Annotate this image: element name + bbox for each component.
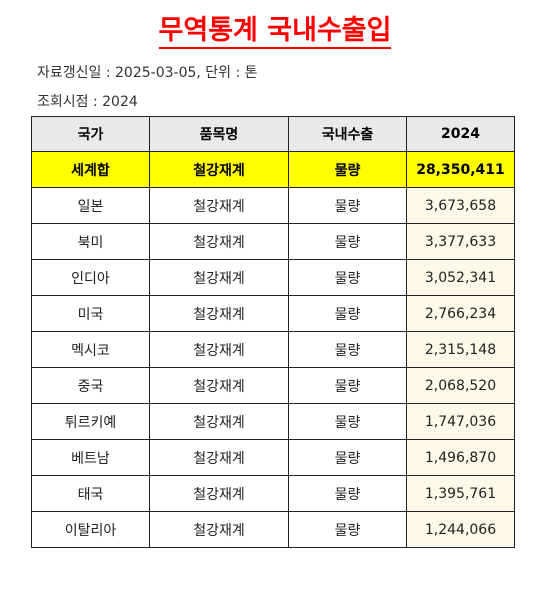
row-country: 중국	[31, 367, 150, 404]
row-item: 철강재계	[149, 367, 289, 404]
row-type: 물량	[288, 475, 407, 512]
row-item: 철강재계	[149, 511, 289, 548]
total-value: 28,350,411	[406, 151, 515, 188]
row-type: 물량	[288, 511, 407, 548]
table-row: 태국 철강재계 물량 1,395,761	[31, 475, 515, 512]
page-title-text: 무역통계 국내수출입	[158, 16, 392, 49]
total-country: 세계합	[31, 151, 150, 188]
update-info: 자료갱신일 : 2025-03-05, 단위 : 톤	[37, 65, 258, 81]
table-row: 중국 철강재계 물량 2,068,520	[31, 367, 515, 404]
row-country: 인디아	[31, 259, 150, 296]
row-item: 철강재계	[149, 223, 289, 260]
row-value: 2,068,520	[406, 367, 515, 404]
header-year: 2024	[406, 116, 515, 152]
table-row: 튀르키예 철강재계 물량 1,747,036	[31, 403, 515, 440]
row-item: 철강재계	[149, 439, 289, 476]
row-value: 3,052,341	[406, 259, 515, 296]
total-item: 철강재계	[149, 151, 289, 188]
row-type: 물량	[288, 295, 407, 332]
row-type: 물량	[288, 259, 407, 296]
row-country: 북미	[31, 223, 150, 260]
table-row: 일본 철강재계 물량 3,673,658	[31, 187, 515, 224]
header-type: 국내수출	[288, 116, 407, 152]
row-item: 철강재계	[149, 331, 289, 368]
row-value: 3,673,658	[406, 187, 515, 224]
table-row: 멕시코 철강재계 물량 2,315,148	[31, 331, 515, 368]
row-item: 철강재계	[149, 403, 289, 440]
row-type: 물량	[288, 331, 407, 368]
table-header-row: 국가 품목명 국내수출 2024	[31, 116, 515, 152]
header-item: 품목명	[149, 116, 289, 152]
row-type: 물량	[288, 223, 407, 260]
row-item: 철강재계	[149, 187, 289, 224]
row-value: 3,377,633	[406, 223, 515, 260]
row-value: 1,496,870	[406, 439, 515, 476]
row-type: 물량	[288, 187, 407, 224]
row-country: 이탈리아	[31, 511, 150, 548]
total-type: 물량	[288, 151, 407, 188]
row-value: 1,395,761	[406, 475, 515, 512]
row-country: 태국	[31, 475, 150, 512]
row-item: 철강재계	[149, 259, 289, 296]
row-type: 물량	[288, 367, 407, 404]
query-time: 조회시점 : 2024	[37, 94, 138, 110]
row-country: 멕시코	[31, 331, 150, 368]
table-row: 미국 철강재계 물량 2,766,234	[31, 295, 515, 332]
row-value: 1,244,066	[406, 511, 515, 548]
total-row: 세계합 철강재계 물량 28,350,411	[31, 151, 515, 188]
trade-table: 국가 품목명 국내수출 2024 세계합 철강재계 물량 28,350,411 …	[31, 116, 515, 548]
row-type: 물량	[288, 403, 407, 440]
header-country: 국가	[31, 116, 150, 152]
row-value: 2,766,234	[406, 295, 515, 332]
row-country: 튀르키예	[31, 403, 150, 440]
row-country: 미국	[31, 295, 150, 332]
table-row: 베트남 철강재계 물량 1,496,870	[31, 439, 515, 476]
row-item: 철강재계	[149, 475, 289, 512]
table-row: 인디아 철강재계 물량 3,052,341	[31, 259, 515, 296]
table-row: 북미 철강재계 물량 3,377,633	[31, 223, 515, 260]
row-type: 물량	[288, 439, 407, 476]
row-item: 철강재계	[149, 295, 289, 332]
table-row: 이탈리아 철강재계 물량 1,244,066	[31, 511, 515, 548]
row-country: 베트남	[31, 439, 150, 476]
page-title: 무역통계 국내수출입	[0, 14, 550, 49]
row-value: 1,747,036	[406, 403, 515, 440]
row-value: 2,315,148	[406, 331, 515, 368]
row-country: 일본	[31, 187, 150, 224]
